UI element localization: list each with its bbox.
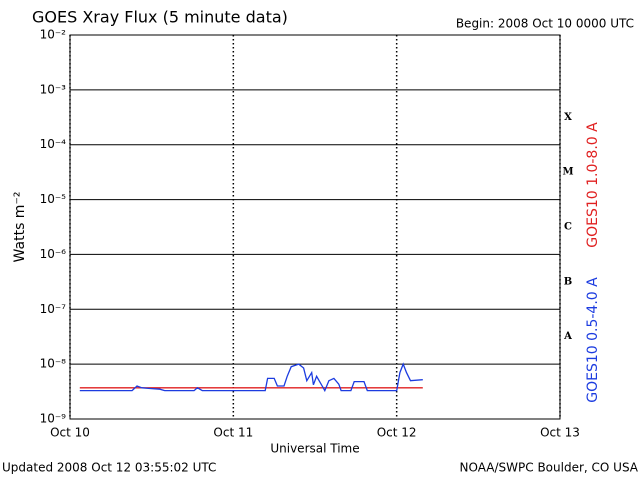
x-axis-label: Universal Time: [270, 442, 359, 456]
y-tick-label: 10⁻⁴: [40, 137, 67, 151]
chart-title: GOES Xray Flux (5 minute data): [32, 8, 288, 27]
x-tick-label: Oct 13: [540, 426, 580, 440]
flare-class: M: [562, 167, 573, 178]
y-tick-label: 10⁻⁸: [40, 357, 67, 371]
flare-class: X: [564, 112, 572, 123]
flare-class: C: [564, 222, 572, 233]
series-line: [79, 362, 423, 393]
legend-entry: GOES10 1.0-8.0 A: [585, 122, 601, 248]
flare-class: A: [563, 331, 572, 342]
y-tick-label: 10⁻⁹: [40, 412, 67, 426]
y-axis-label: Watts m⁻²: [12, 192, 28, 263]
footer-left: Updated 2008 Oct 12 03:55:02 UTC: [2, 461, 216, 475]
y-tick-label: 10⁻²: [40, 28, 67, 42]
x-tick-label: Oct 11: [213, 426, 253, 440]
flare-class: B: [564, 276, 572, 287]
x-tick-label: Oct 12: [377, 426, 417, 440]
y-tick-label: 10⁻⁷: [40, 302, 67, 316]
chart-subtitle: Begin: 2008 Oct 10 0000 UTC: [456, 17, 634, 31]
legend-entry: GOES10 0.5-4.0 A: [585, 277, 601, 403]
footer-right: NOAA/SWPC Boulder, CO USA: [460, 461, 639, 475]
y-tick-label: 10⁻³: [40, 82, 67, 96]
y-tick-label: 10⁻⁵: [40, 192, 67, 206]
plot-frame: [69, 34, 561, 420]
x-tick-label: Oct 10: [50, 426, 90, 440]
y-tick-label: 10⁻⁶: [40, 247, 67, 261]
